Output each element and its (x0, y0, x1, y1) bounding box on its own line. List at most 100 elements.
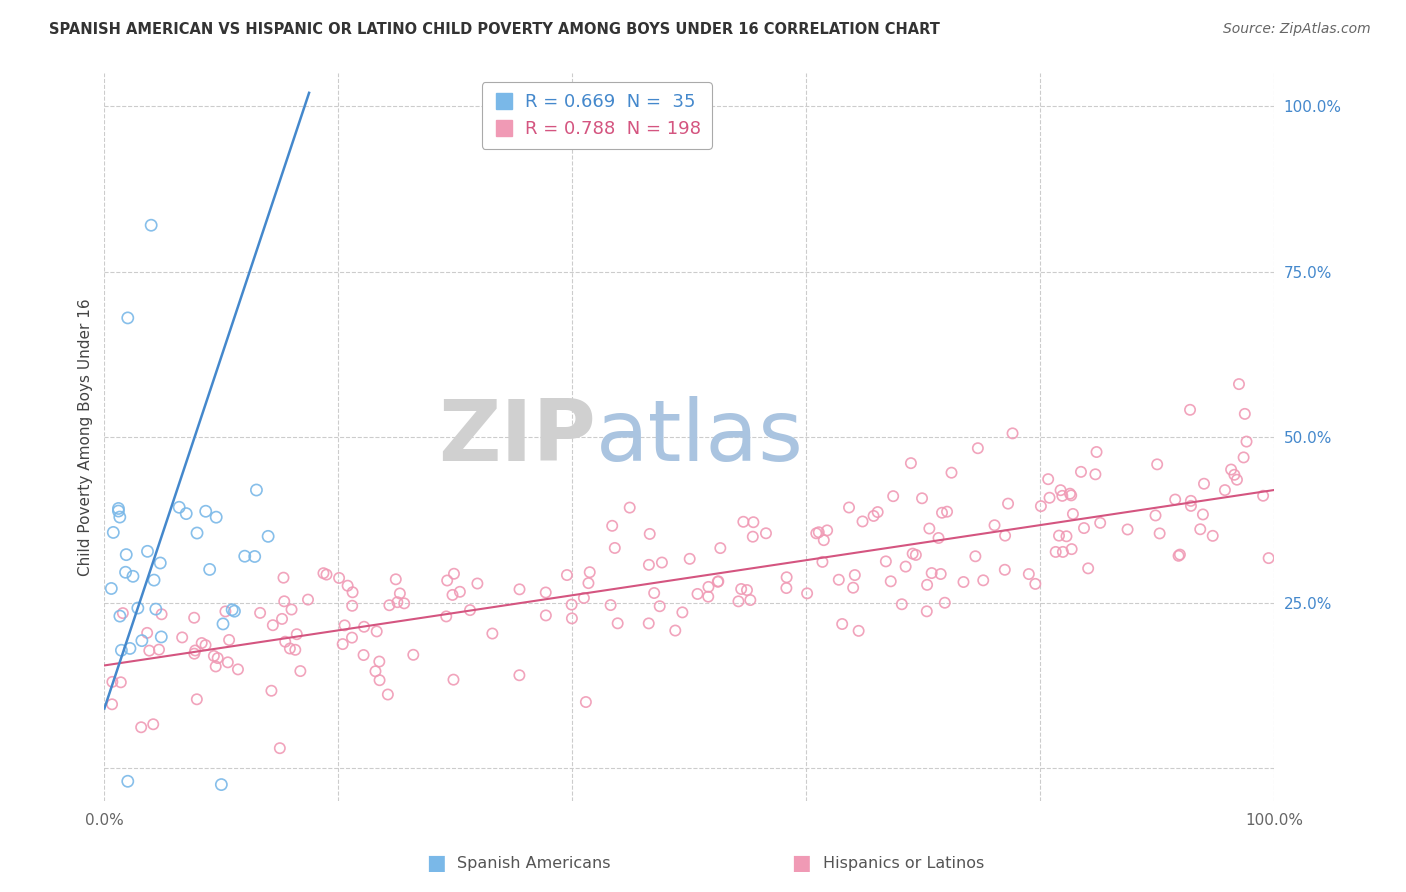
Point (190, 636, 212, 650)
Point (436, 574, 458, 588)
Point (828, 573, 851, 587)
Point (284, 642, 307, 657)
Point (136, 626, 159, 640)
Point (555, 568, 578, 582)
Point (443, 673, 465, 687)
Point (458, 603, 481, 617)
Point (741, 530, 763, 544)
Point (149, 556, 172, 570)
Point (212, 616, 235, 631)
Point (561, 611, 583, 625)
Point (915, 604, 938, 618)
Text: SPANISH AMERICAN VS HISPANIC OR LATINO CHILD POVERTY AMONG BOYS UNDER 16 CORRELA: SPANISH AMERICAN VS HISPANIC OR LATINO C… (49, 22, 941, 37)
Point (1038, 491, 1060, 505)
Point (183, 611, 205, 625)
Point (467, 576, 489, 591)
Point (1077, 561, 1099, 575)
Point (402, 648, 425, 662)
Point (1073, 521, 1095, 535)
Text: ZIP: ZIP (437, 395, 596, 478)
Point (915, 578, 938, 592)
Point (941, 466, 963, 480)
Point (1146, 458, 1168, 472)
Point (129, 720, 152, 734)
Point (110, 643, 132, 657)
Point (101, 674, 124, 689)
Point (1226, 473, 1249, 487)
Point (707, 574, 730, 589)
Point (245, 483, 267, 497)
Point (221, 603, 243, 617)
Point (100, 582, 122, 596)
Point (1251, 489, 1274, 503)
Point (312, 566, 335, 581)
Point (866, 505, 889, 519)
Point (1192, 476, 1215, 491)
Point (257, 529, 280, 543)
Point (1085, 445, 1108, 459)
Point (1167, 549, 1189, 563)
Point (260, 683, 283, 698)
Point (1070, 465, 1092, 479)
Point (664, 624, 686, 638)
Point (851, 515, 873, 529)
Point (572, 591, 595, 605)
Point (340, 599, 363, 613)
Point (994, 563, 1017, 577)
Text: ■: ■ (792, 854, 811, 873)
Point (150, 630, 173, 644)
Point (114, 566, 136, 580)
Point (1056, 529, 1078, 543)
Point (921, 566, 943, 580)
Point (107, 501, 129, 516)
Point (127, 601, 149, 615)
Point (209, 778, 232, 792)
Point (388, 586, 411, 600)
Point (141, 219, 163, 233)
Point (983, 518, 1005, 533)
Point (1213, 483, 1236, 497)
Point (204, 659, 226, 673)
Point (342, 585, 364, 599)
Point (290, 664, 312, 678)
Point (1088, 516, 1111, 530)
Point (443, 566, 465, 581)
Point (775, 581, 797, 595)
Point (1223, 467, 1246, 482)
Point (1220, 462, 1243, 476)
Point (815, 524, 838, 538)
Point (1060, 488, 1083, 502)
Point (600, 518, 623, 533)
Point (575, 695, 598, 709)
Point (353, 620, 375, 634)
Point (122, 569, 145, 583)
Point (385, 572, 408, 586)
Point (697, 590, 720, 604)
Point (842, 581, 865, 595)
Point (1045, 545, 1067, 559)
Point (813, 533, 835, 548)
Point (901, 547, 924, 561)
Point (115, 548, 138, 562)
Point (202, 648, 225, 663)
Point (278, 641, 301, 656)
Point (131, 633, 153, 648)
Point (249, 606, 271, 620)
Point (315, 567, 337, 582)
Point (1024, 577, 1046, 591)
Point (378, 598, 401, 612)
Point (707, 574, 730, 589)
Point (1047, 528, 1070, 542)
Point (679, 551, 702, 566)
Point (174, 507, 197, 521)
Point (353, 648, 375, 662)
Point (118, 641, 141, 656)
Point (108, 609, 131, 624)
Point (1168, 548, 1191, 562)
Text: Source: ZipAtlas.com: Source: ZipAtlas.com (1223, 22, 1371, 37)
Point (145, 602, 167, 616)
Point (671, 606, 693, 620)
Point (972, 574, 994, 588)
Point (233, 549, 256, 564)
Point (936, 505, 959, 519)
